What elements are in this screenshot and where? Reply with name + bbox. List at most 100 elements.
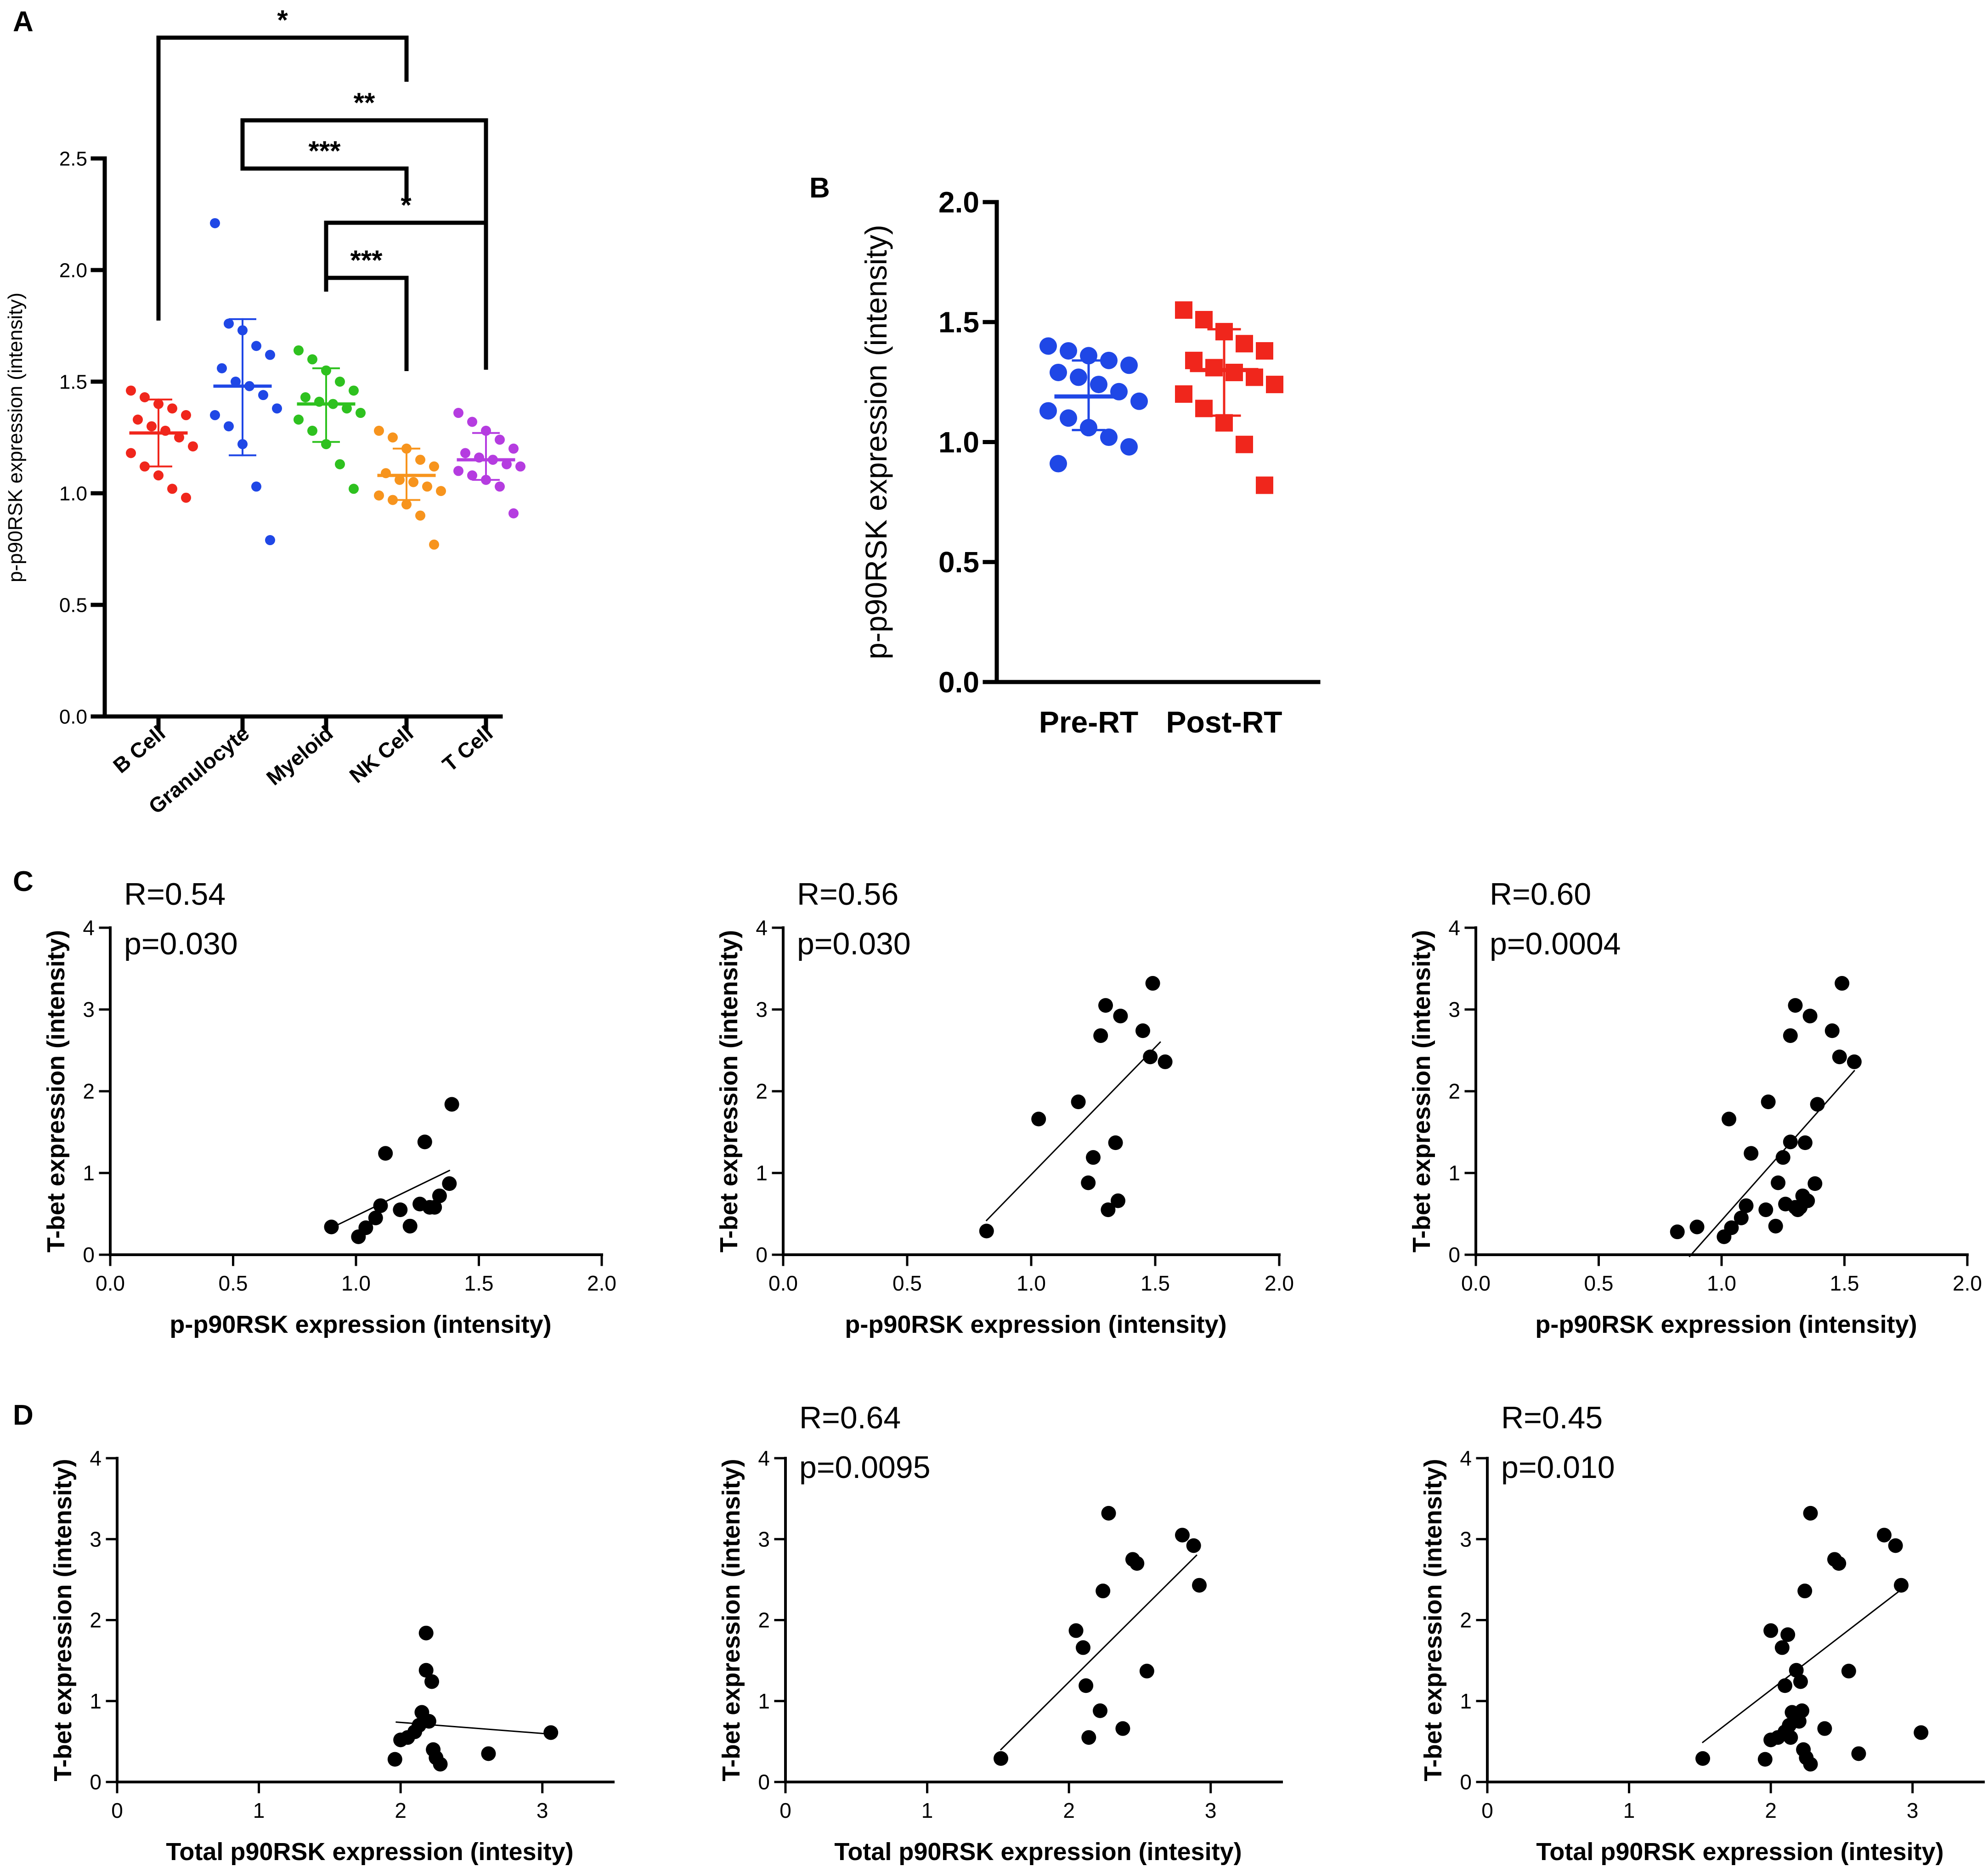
x-tick-label: 1: [253, 1799, 265, 1822]
data-point: [1120, 438, 1138, 456]
y-tick-label: 0: [83, 1243, 95, 1267]
y-tick-label: 2: [758, 1608, 770, 1632]
data-point: [1803, 1757, 1818, 1772]
data-point: [1793, 1674, 1808, 1689]
data-point: [418, 1663, 434, 1678]
data-point: [374, 490, 384, 501]
data-point: [1086, 1150, 1101, 1165]
data-point: [433, 1757, 448, 1772]
x-axis-label: Total p90RSK expression (intesity): [1536, 1838, 1943, 1866]
data-point: [415, 510, 425, 521]
data-point: [429, 539, 439, 550]
x-tick-label: 1.0: [1707, 1271, 1736, 1295]
data-point: [251, 481, 261, 492]
y-tick-label: 3: [758, 1527, 770, 1551]
x-tick-label: 1: [921, 1799, 933, 1822]
stat-p-value: p=0.0004: [1490, 926, 1621, 961]
data-point: [1226, 363, 1243, 381]
data-point: [181, 410, 191, 420]
data-point: [1734, 1210, 1749, 1225]
data-point: [1835, 976, 1850, 991]
data-point: [1788, 998, 1803, 1013]
data-point: [1195, 311, 1213, 329]
data-point: [453, 466, 463, 476]
data-point: [1739, 1198, 1754, 1213]
data-point: [1060, 342, 1077, 360]
y-tick-label: 0: [90, 1770, 102, 1794]
data-point: [1175, 385, 1192, 403]
data-point: [1877, 1528, 1892, 1543]
data-point: [1115, 1721, 1130, 1736]
data-point: [515, 461, 525, 472]
significance-bracket: *: [324, 190, 488, 370]
data-point: [442, 1176, 457, 1191]
data-point: [349, 385, 359, 396]
bracket-line: [156, 35, 409, 321]
bracket-line: [240, 129, 409, 201]
panel-d1-chart: 0 1 2 3 4 0 1 2 3 Total p90RSK expression (intesi…: [49, 1446, 615, 1866]
x-tick-label: 0: [111, 1799, 123, 1822]
y-tick-label: 0: [756, 1243, 768, 1267]
data-point: [417, 1134, 432, 1150]
data-point: [335, 459, 345, 469]
panel-b-chart: 0.0 0.5 1.0 1.5 2.0 p-p90RSK expression (inte…: [859, 186, 1321, 739]
data-point: [1100, 351, 1118, 369]
significance-label: *: [277, 5, 288, 35]
data-point: [1108, 1135, 1123, 1150]
x-tick-label: 1.0: [1017, 1271, 1046, 1295]
data-point: [1093, 1028, 1108, 1043]
panel-label-b: B: [809, 172, 830, 204]
data-point: [126, 385, 136, 396]
data-point: [1175, 1528, 1190, 1543]
data-point: [231, 377, 241, 387]
significance-label: *: [401, 190, 412, 220]
data-point: [349, 484, 359, 494]
series-post-rt: [1175, 301, 1283, 494]
x-category-label: B Cell: [108, 721, 169, 778]
data-point: [1775, 1150, 1790, 1165]
data-point: [300, 392, 311, 403]
data-point: [432, 1188, 447, 1203]
y-tick-label: 2: [1460, 1608, 1472, 1632]
data-point: [1068, 1623, 1084, 1638]
y-tick-label: 2.5: [59, 147, 87, 170]
data-point: [421, 1714, 436, 1729]
x-category-label: Post-RT: [1166, 705, 1282, 739]
data-point: [342, 403, 352, 414]
y-tick-label: 4: [758, 1446, 770, 1470]
data-point: [1096, 1584, 1111, 1599]
y-tick-label: 3: [90, 1527, 102, 1551]
data-point: [1803, 1505, 1818, 1521]
stat-r-value: R=0.45: [1501, 1400, 1603, 1435]
data-points: [979, 976, 1173, 1239]
panel-c1-chart: 0 1 2 3 4 0.0 0.5 1.0 1.5 2.0 p-p90RSK expression …: [42, 877, 616, 1338]
x-axis-label: p-p90RSK expression (intensity): [1535, 1311, 1917, 1338]
data-point: [335, 377, 345, 387]
data-point: [1093, 1703, 1108, 1718]
x-axis-label: p-p90RSK expression (intensity): [845, 1311, 1226, 1338]
data-point: [1081, 1730, 1096, 1745]
data-point: [1145, 976, 1160, 991]
data-point: [1724, 1220, 1739, 1235]
series-nk-cell: [374, 425, 446, 550]
x-tick-label: 1.0: [341, 1271, 371, 1295]
data-point: [1722, 1111, 1737, 1127]
stat-r-value: R=0.54: [124, 877, 226, 912]
x-axis-label: p-p90RSK expression (intensity): [169, 1311, 551, 1338]
data-points: [324, 1097, 459, 1244]
data-point: [307, 425, 317, 436]
x-category-label: Pre-RT: [1039, 705, 1138, 739]
data-point: [1215, 414, 1233, 432]
x-tick-label: 3: [1205, 1799, 1217, 1822]
data-point: [1774, 1640, 1790, 1655]
data-points: [387, 1625, 559, 1772]
y-tick-label: 4: [1460, 1446, 1472, 1470]
y-tick-label: 3: [1448, 998, 1460, 1021]
data-point: [401, 499, 412, 510]
data-point: [422, 481, 432, 492]
y-tick-label: 2: [1448, 1079, 1460, 1103]
x-axis-label: Total p90RSK expression (intesity): [834, 1838, 1242, 1866]
regression-line: [1000, 1554, 1197, 1751]
series-granulocyte: [210, 218, 282, 546]
